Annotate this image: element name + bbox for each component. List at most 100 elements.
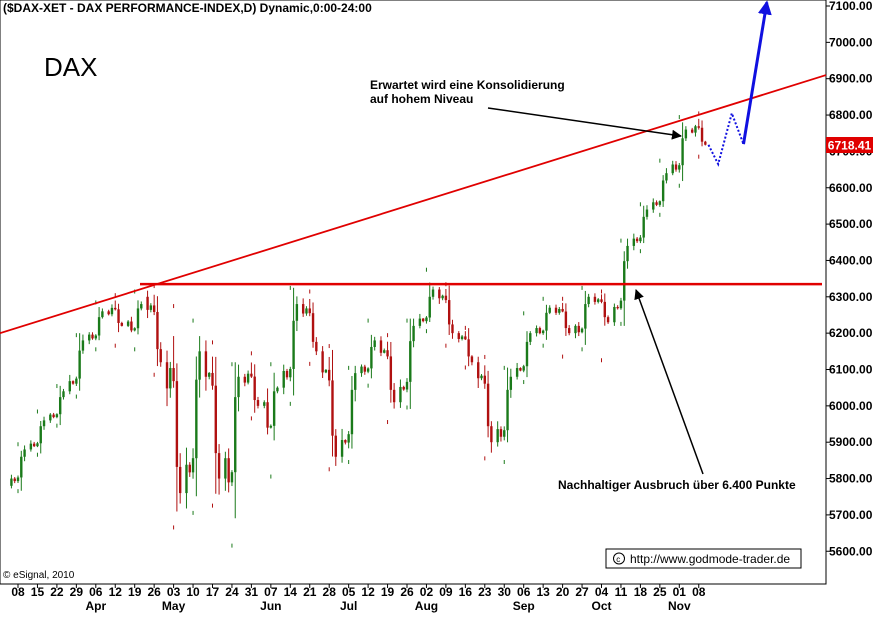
copyright-icon-glyph: c: [616, 555, 620, 564]
candle-body: [409, 341, 412, 382]
candle-body: [567, 328, 571, 334]
candle-body: [36, 443, 39, 447]
candle-body: [75, 378, 78, 384]
candle-body: [496, 429, 499, 443]
candle-body: [230, 472, 234, 483]
x-tick-label: 30: [498, 585, 512, 599]
candle-body: [110, 307, 114, 315]
candle-body: [301, 304, 305, 314]
candle-body: [444, 295, 448, 301]
candle-body: [250, 373, 253, 377]
candle-body: [447, 300, 451, 325]
copyright-icon: [613, 552, 625, 565]
candle-body: [172, 368, 175, 382]
candle-body: [379, 340, 383, 353]
candle-body: [340, 440, 344, 457]
candle-body: [224, 458, 227, 479]
candle-body: [515, 368, 519, 377]
candle-body: [20, 456, 23, 478]
candle-body: [266, 402, 269, 428]
y-tick-label: 5600.00: [829, 544, 873, 558]
candle-body: [632, 238, 636, 246]
candle-body: [13, 478, 16, 482]
last-price-label-bg: [826, 137, 873, 153]
x-axis: 08 15 22 29 06 12 19 26 03 10 17 24 31 07 14 21 28 05 12 19…: [11, 584, 706, 613]
candle-body: [600, 299, 603, 302]
candle-body: [185, 464, 188, 494]
x-month-label: Nov: [668, 599, 691, 613]
candle-body: [152, 305, 156, 312]
candle-body: [136, 308, 140, 329]
candle-body: [661, 180, 665, 202]
x-tick-label: 24: [225, 585, 239, 599]
x-tick-label: 12: [109, 585, 123, 599]
candle-body: [655, 202, 658, 205]
x-month-label: Aug: [415, 599, 438, 613]
candle-body: [211, 372, 214, 386]
candle-body: [574, 325, 577, 334]
candle-body: [577, 325, 580, 333]
x-tick-label: 18: [634, 585, 648, 599]
candle-body: [169, 368, 172, 389]
website-label[interactable]: http://www.godmode-trader.de: [630, 552, 790, 566]
candle-body: [541, 330, 545, 334]
candle-body: [412, 325, 415, 342]
y-tick-label: 6500.00: [829, 217, 873, 231]
candle-body: [32, 443, 36, 447]
forecast-arrow: [742, 0, 772, 145]
candle-body: [234, 397, 237, 473]
y-tick-label: 6000.00: [829, 399, 873, 413]
candle-body: [354, 373, 357, 390]
candle-body: [292, 320, 295, 369]
candle-body: [39, 426, 42, 444]
candle-body: [344, 440, 347, 443]
x-tick-label: 29: [70, 585, 84, 599]
candle-body: [392, 389, 396, 403]
annotation-arrow-consolidation: [487, 107, 682, 140]
x-tick-label: 26: [400, 585, 414, 599]
candle-body: [58, 397, 62, 415]
x-tick-label: 22: [50, 585, 64, 599]
candle-body: [263, 402, 266, 406]
candle-body: [191, 458, 195, 473]
candle-body: [101, 311, 104, 318]
candle-body: [522, 366, 525, 371]
candle-body: [81, 340, 85, 351]
candle-body: [311, 313, 315, 342]
candle-body: [328, 369, 331, 381]
x-tick-label: 16: [459, 585, 473, 599]
candle-body: [554, 307, 558, 313]
candle-body: [642, 216, 645, 238]
y-tick-label: 5800.00: [829, 472, 873, 486]
candle-body: [399, 386, 402, 403]
x-tick-label: 04: [595, 585, 609, 599]
candle-body: [674, 164, 678, 170]
candle-body: [645, 209, 649, 217]
lines-group: [0, 0, 827, 335]
x-tick-label: 21: [303, 585, 317, 599]
x-tick-label: 08: [692, 585, 706, 599]
x-tick-label: 20: [556, 585, 570, 599]
candle-body: [665, 173, 668, 181]
candle-body: [460, 336, 464, 339]
candle-body: [519, 368, 522, 371]
candle-body: [175, 381, 179, 467]
candle-body: [438, 289, 441, 299]
candle-body: [616, 306, 619, 309]
candle-body: [94, 335, 97, 339]
candle-body: [678, 165, 681, 170]
candle-body: [217, 453, 221, 479]
x-tick-label: 25: [653, 585, 667, 599]
candle-body: [421, 318, 425, 322]
candle-body: [120, 322, 124, 326]
candle-body: [363, 366, 367, 372]
candle-body: [535, 328, 538, 334]
instrument-label: DAX: [44, 52, 97, 82]
x-tick-label: 23: [478, 585, 492, 599]
candle-body: [289, 368, 292, 378]
candle-body: [704, 141, 707, 145]
candle-body: [690, 129, 694, 133]
candle-body: [386, 350, 389, 357]
y-tick-label: 6900.00: [829, 72, 873, 86]
candle-body: [227, 458, 230, 483]
